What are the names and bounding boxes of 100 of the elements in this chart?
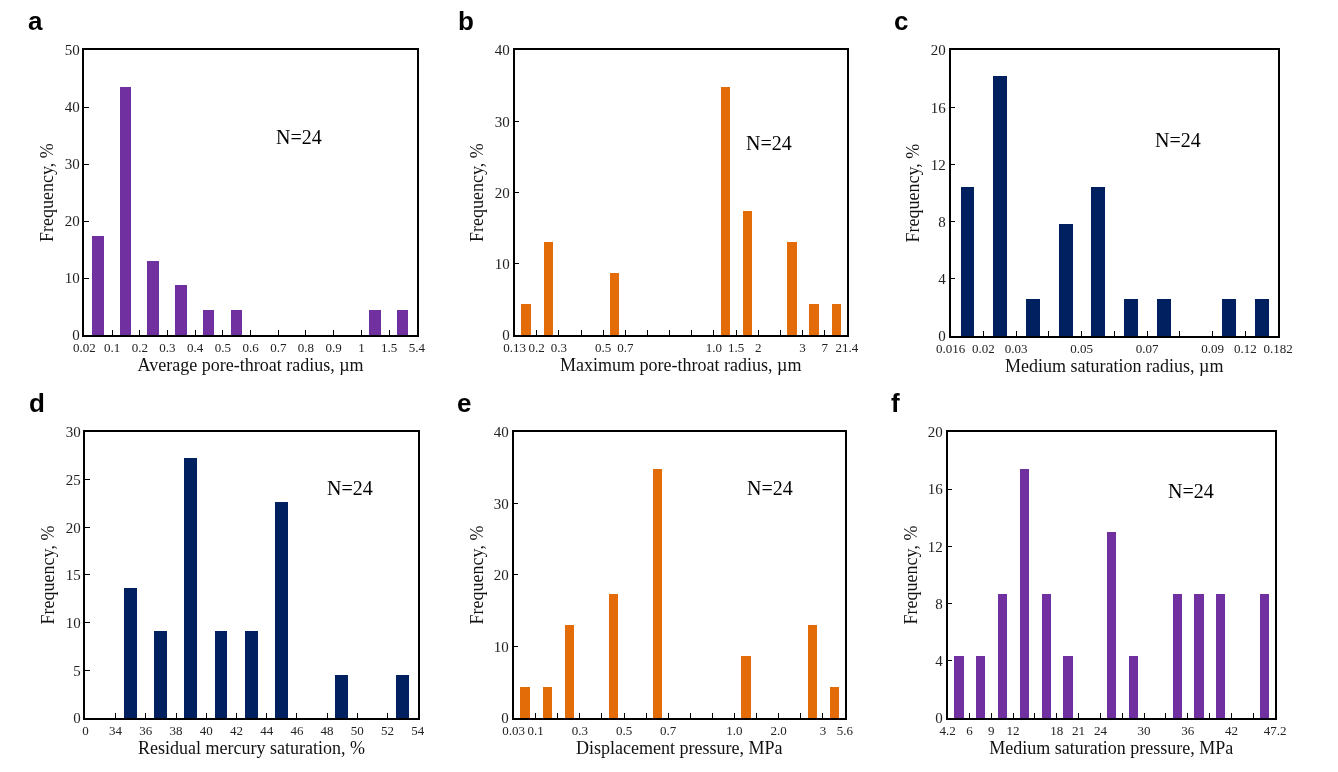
x-tick-label: 0.9 xyxy=(325,340,342,356)
x-tick-label: 0.6 xyxy=(242,340,260,356)
bar xyxy=(124,588,138,718)
bar xyxy=(1123,299,1138,337)
bar xyxy=(1221,299,1236,337)
annotation: N=24 xyxy=(1155,129,1201,151)
x-tick-label: 3 xyxy=(819,723,827,739)
y-tick-label: 30 xyxy=(493,495,509,512)
x-tick-label: 21.4 xyxy=(835,340,859,356)
y-tick-label: 20 xyxy=(65,519,81,536)
chart-title: b xyxy=(458,6,474,36)
bar xyxy=(1193,594,1204,718)
y-tick-label: 16 xyxy=(930,99,947,116)
y-axis-title: Frequency, % xyxy=(467,143,488,242)
bar xyxy=(397,310,409,336)
x-axis-title: Residual mercury saturation, % xyxy=(138,738,366,759)
y-axis-title: Frequency, % xyxy=(38,525,59,625)
bar xyxy=(215,631,228,718)
annotation: N=24 xyxy=(746,132,792,154)
x-tick-label: 1.5 xyxy=(380,340,398,356)
bar xyxy=(1172,594,1182,718)
x-tick-label: 18 xyxy=(1050,723,1064,739)
bar xyxy=(652,469,662,718)
x-tick-label: 0.2 xyxy=(131,340,148,356)
y-tick-label: 12 xyxy=(930,156,946,173)
y-axis-title: Frequency, % xyxy=(900,525,921,625)
y-tick-label: 20 xyxy=(494,184,510,201)
y-tick-label: 20 xyxy=(493,567,509,584)
x-tick-label: 5.6 xyxy=(836,723,854,739)
bar xyxy=(1058,224,1073,337)
x-tick-label: 6 xyxy=(966,723,974,739)
x-tick-label: 0.7 xyxy=(660,723,677,739)
x-tick-label: 30 xyxy=(1137,723,1151,739)
bar xyxy=(92,236,105,336)
y-tick-label: 40 xyxy=(494,42,510,59)
bar xyxy=(231,310,243,336)
bar xyxy=(396,675,410,718)
bar xyxy=(1128,656,1138,718)
chart-title: a xyxy=(28,6,43,36)
x-tick-label: 0.1 xyxy=(527,723,544,739)
x-tick-label: 0.4 xyxy=(187,340,204,356)
bar xyxy=(960,187,974,337)
y-tick-label: 40 xyxy=(493,424,509,441)
x-tick-label: 36 xyxy=(139,723,153,739)
bar xyxy=(1215,594,1225,718)
x-axis-title: Medium saturation pressure, MPa xyxy=(989,738,1234,759)
bar xyxy=(1025,299,1040,337)
y-tick-label: 10 xyxy=(64,270,80,287)
x-tick-label: 1.5 xyxy=(728,340,745,356)
bar xyxy=(1062,656,1073,718)
x-tick-label: 0.3 xyxy=(550,340,567,356)
x-tick-label: 40 xyxy=(199,723,213,739)
x-tick-label: 47.2 xyxy=(1263,723,1287,739)
y-tick-label: 12 xyxy=(927,538,943,555)
y-tick-label: 4 xyxy=(935,653,944,670)
annotation: N=24 xyxy=(327,477,373,499)
x-tick-label: 0.5 xyxy=(214,340,232,356)
y-tick-label: 10 xyxy=(493,638,509,655)
y-tick-label: 8 xyxy=(938,213,946,230)
annotation: N=24 xyxy=(747,477,793,499)
x-tick-label: 7 xyxy=(821,340,829,356)
x-tick-label: 0.7 xyxy=(617,340,634,356)
x-tick-label: 54 xyxy=(411,723,425,739)
bar xyxy=(786,242,797,336)
bar xyxy=(1106,532,1116,718)
x-tick-label: 2 xyxy=(755,340,762,356)
chart-title: d xyxy=(29,388,45,418)
bar xyxy=(740,656,751,718)
bar xyxy=(720,87,730,336)
annotation: N=24 xyxy=(276,126,322,148)
bar xyxy=(184,458,198,718)
y-tick-label: 5 xyxy=(73,662,81,679)
x-tick-label: 0.5 xyxy=(615,723,633,739)
chart-title: c xyxy=(894,6,909,36)
bar xyxy=(175,285,188,336)
bar xyxy=(154,631,168,718)
bar xyxy=(203,310,215,336)
x-tick-label: 0.2 xyxy=(528,340,545,356)
bar xyxy=(808,304,819,336)
bar xyxy=(1254,299,1269,337)
x-tick-label: 9 xyxy=(988,723,995,739)
y-tick-label: 0 xyxy=(73,710,81,727)
x-axis-title: Maximum pore-throat radius, µm xyxy=(560,355,802,376)
bar xyxy=(1090,187,1105,337)
bar xyxy=(992,76,1007,337)
x-axis-title: Displacement pressure, MPa xyxy=(576,738,783,759)
y-tick-label: 20 xyxy=(64,213,80,230)
bar xyxy=(147,261,160,336)
x-tick-label: 0.03 xyxy=(1004,341,1028,357)
y-axis-title: Frequency, % xyxy=(903,143,924,243)
x-tick-label: 0.07 xyxy=(1135,341,1159,357)
x-tick-label: 0.3 xyxy=(571,723,588,739)
y-tick-label: 30 xyxy=(65,424,81,441)
x-tick-label: 0.09 xyxy=(1201,341,1224,357)
x-tick-label: 5.4 xyxy=(408,340,426,356)
y-tick-label: 50 xyxy=(64,42,80,59)
y-axis-title: Frequency, % xyxy=(37,143,58,242)
bar xyxy=(519,687,530,718)
bar xyxy=(1259,594,1269,718)
bar xyxy=(609,273,619,336)
